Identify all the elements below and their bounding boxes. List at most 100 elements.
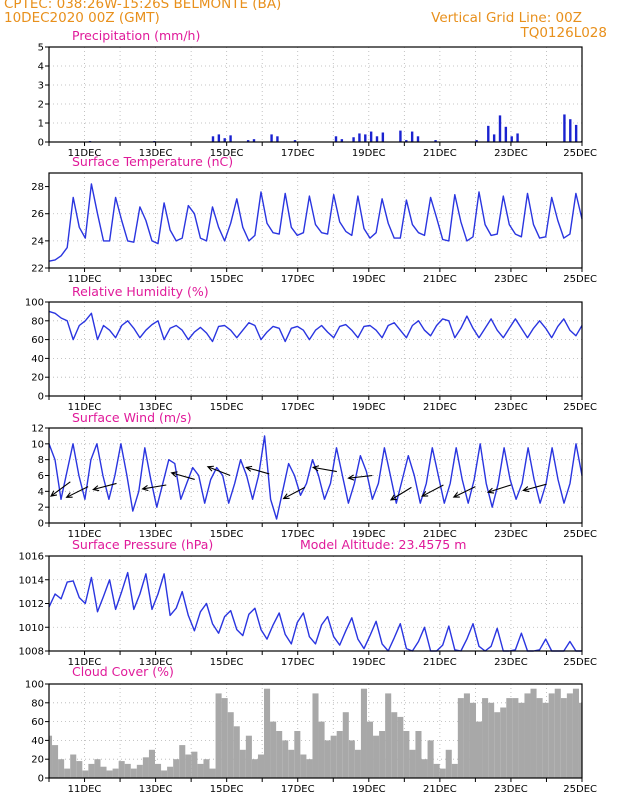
cloud-bar xyxy=(88,763,95,778)
precipitation-xtick-label: 17DEC xyxy=(281,148,315,159)
cloud-bar xyxy=(397,716,404,778)
cloud-bar xyxy=(348,740,355,778)
precipitation-bar xyxy=(410,131,414,142)
cloud-bar xyxy=(167,766,174,778)
precipitation-bar xyxy=(510,136,513,142)
cloud-bar xyxy=(330,735,337,778)
precipitation-bar xyxy=(434,140,437,142)
surface-ytick-label: 6 xyxy=(38,471,44,482)
precipitation-bar xyxy=(334,136,338,142)
surface-xtick-label: 17DEC xyxy=(281,657,315,668)
precipitation-xtick-label: 11DEC xyxy=(68,148,102,159)
surface-ytick-label: 1008 xyxy=(19,647,44,658)
precipitation-bar xyxy=(504,126,508,142)
cloud-bar xyxy=(239,749,246,778)
cloud-xtick-label: 25DEC xyxy=(563,784,597,795)
cloud-xtick-label: 11DEC xyxy=(68,784,102,795)
cloud-bar xyxy=(130,768,137,778)
pressure-panel: Surface Pressure (hPa) Model Altitude: 2… xyxy=(19,537,597,668)
precipitation-panel: Precipitation (mm/h) 0 1 2 3 4 5 11DEC 13DEC 15D… xyxy=(38,28,597,159)
temperature-title: Surface Temperature (nC) xyxy=(72,154,233,169)
precipitation-bar xyxy=(487,125,490,142)
precipitation-bar xyxy=(516,133,519,142)
cloud-bar xyxy=(161,770,168,778)
precipitation-bar xyxy=(252,139,256,142)
wind-title: Surface Wind (m/s) xyxy=(72,410,192,425)
cloud-bar xyxy=(197,763,204,778)
cloud-bar xyxy=(179,745,186,778)
relative-xtick-label: 15DEC xyxy=(210,402,244,413)
precipitation-bar xyxy=(375,136,379,142)
cloud-bar xyxy=(494,712,501,778)
precipitation-bar xyxy=(246,140,250,142)
relative-ytick-label: 0 xyxy=(38,392,44,403)
precipitation-bar xyxy=(369,131,373,142)
humidity-panel: Relative Humidity (%) 0 20 40 60 80 100 11DEC 1… xyxy=(25,284,597,413)
surface-xtick-label: 23DEC xyxy=(494,529,528,540)
cloud-bar xyxy=(482,698,489,778)
cloud-bar xyxy=(257,754,265,778)
cloud-cover-title: Cloud Cover (%) xyxy=(72,664,174,679)
grid-line-note: Vertical Grid Line: 00Z xyxy=(431,10,582,26)
cloud-bar xyxy=(82,770,89,778)
cloud-bar xyxy=(94,759,101,778)
surface-ytick-label: 1014 xyxy=(19,575,44,586)
wind-arrow xyxy=(65,486,89,498)
cloud-xtick-label: 19DEC xyxy=(352,784,386,795)
cloud-bar xyxy=(360,688,367,778)
cloud-xtick-label: 21DEC xyxy=(423,784,457,795)
cloud-bar xyxy=(233,726,240,778)
cloud-bar xyxy=(70,754,77,778)
cloud-bar xyxy=(572,688,579,778)
cloud-ytick-label: 80 xyxy=(31,698,44,709)
cloud-bar xyxy=(342,712,349,778)
cloud-bar xyxy=(578,702,582,778)
wind-arrow xyxy=(170,471,195,480)
cloud-bar xyxy=(312,693,319,778)
cloud-bar xyxy=(203,759,210,778)
precipitation-bar xyxy=(405,140,408,142)
cloud-bar xyxy=(251,759,258,778)
cloud-bar xyxy=(282,740,289,778)
cloud-bar xyxy=(148,749,155,778)
relative-frame xyxy=(48,301,583,397)
relative-line xyxy=(48,310,583,343)
surface-frame xyxy=(48,172,583,269)
cloud-bar xyxy=(457,698,464,778)
cloud-bar xyxy=(409,749,416,778)
cloud-cover-panel: Cloud Cover (%) 0 20 40 60 80 100 11DEC 13DEC 15… xyxy=(25,664,597,795)
precipitation-bar xyxy=(492,134,496,142)
surface-xtick-label: 25DEC xyxy=(563,529,597,540)
precipitation-bar xyxy=(399,130,402,142)
cloud-bar xyxy=(100,766,107,778)
cloud-bar xyxy=(548,693,555,778)
humidity-title: Relative Humidity (%) xyxy=(72,284,209,299)
cloud-ytick-label: 40 xyxy=(31,736,44,747)
cloud-bar xyxy=(124,763,131,778)
cloud-bar xyxy=(427,740,434,778)
surface-xtick-label: 21DEC xyxy=(423,274,457,285)
relative-xtick-label: 13DEC xyxy=(139,402,173,413)
cloud-bar xyxy=(518,702,525,778)
wind-arrow xyxy=(282,486,306,500)
relative-ytick-label: 60 xyxy=(31,335,44,346)
cloud-bar xyxy=(58,759,65,778)
wind-arrow xyxy=(206,465,231,477)
wind-arrow xyxy=(141,484,167,492)
cloud-bar xyxy=(112,768,119,778)
precipitation-bar xyxy=(340,139,344,142)
precipitation-ytick-label: 4 xyxy=(38,62,44,73)
surface-xtick-label: 19DEC xyxy=(352,274,386,285)
wind-panel: Surface Wind (m/s) 0 2 4 6 8 10 12 11DEC 13DEC 15… xyxy=(31,410,597,540)
cloud-bar xyxy=(306,759,313,778)
cloud-bar xyxy=(294,731,301,778)
wind-arrow xyxy=(421,484,444,497)
cloud-bar xyxy=(245,735,252,778)
cloud-bar xyxy=(227,712,234,778)
surface-ytick-label: 1016 xyxy=(19,552,44,563)
surface-xtick-label: 25DEC xyxy=(563,274,597,285)
cloud-bar xyxy=(476,721,483,778)
cloud-bar xyxy=(373,735,380,778)
cloud-bar xyxy=(300,754,307,778)
